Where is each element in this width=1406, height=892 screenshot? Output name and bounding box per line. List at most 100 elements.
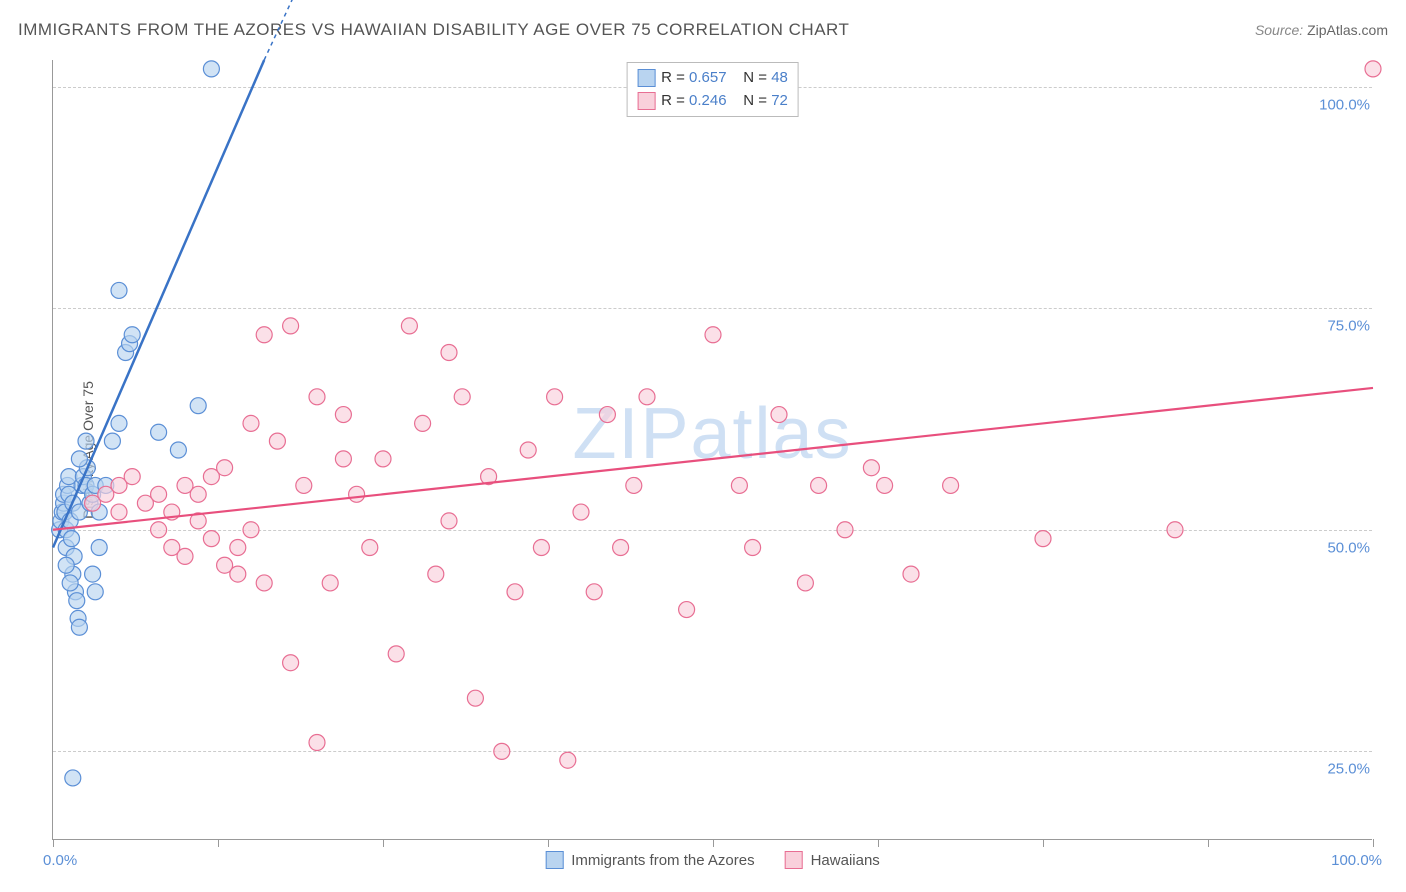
series-name-0: Immigrants from the Azores [571, 852, 754, 869]
data-point [63, 531, 79, 547]
x-axis-min-label: 0.0% [43, 852, 77, 869]
data-point [811, 477, 827, 493]
series-name-1: Hawaiians [811, 852, 880, 869]
data-point [111, 504, 127, 520]
data-point [1365, 61, 1381, 77]
legend-swatch-1 [637, 92, 655, 110]
data-point [467, 690, 483, 706]
source-label: Source: ZipAtlas.com [1255, 22, 1388, 38]
trend-line [53, 60, 264, 548]
data-point [71, 451, 87, 467]
data-point [283, 318, 299, 334]
legend-r-1: R = 0.246 N = 72 [661, 90, 788, 113]
data-point [1035, 531, 1051, 547]
data-point [507, 584, 523, 600]
data-point [151, 486, 167, 502]
data-point [494, 743, 510, 759]
data-point [797, 575, 813, 591]
data-point [170, 442, 186, 458]
data-point [124, 469, 140, 485]
data-point [639, 389, 655, 405]
data-point [190, 398, 206, 414]
data-point [401, 318, 417, 334]
data-point [111, 282, 127, 298]
data-point [335, 451, 351, 467]
data-point [58, 557, 74, 573]
trend-line [53, 388, 1373, 530]
series-legend-item-1: Hawaiians [785, 851, 880, 869]
data-point [190, 486, 206, 502]
data-point [573, 504, 589, 520]
data-point [243, 522, 259, 538]
data-point [151, 424, 167, 440]
legend-row-series-1: R = 0.246 N = 72 [637, 90, 788, 113]
data-point [533, 540, 549, 556]
data-point [124, 327, 140, 343]
series-legend: Immigrants from the Azores Hawaiians [545, 851, 880, 869]
data-point [547, 389, 563, 405]
data-point [943, 477, 959, 493]
data-point [322, 575, 338, 591]
plot-area: Disability Age Over 75 ZIPatlas 25.0%50.… [52, 60, 1372, 840]
data-point [586, 584, 602, 600]
data-point [111, 415, 127, 431]
data-point [177, 548, 193, 564]
series-legend-item-0: Immigrants from the Azores [545, 851, 754, 869]
data-point [771, 407, 787, 423]
data-point [217, 460, 233, 476]
x-axis-max-label: 100.0% [1331, 852, 1382, 869]
data-point [91, 540, 107, 556]
legend-r-0: R = 0.657 N = 48 [661, 67, 788, 90]
data-point [441, 513, 457, 529]
data-point [78, 433, 94, 449]
data-point [309, 389, 325, 405]
data-point [203, 531, 219, 547]
data-point [256, 575, 272, 591]
data-point [296, 477, 312, 493]
data-point [309, 735, 325, 751]
chart-title: IMMIGRANTS FROM THE AZORES VS HAWAIIAN D… [18, 20, 849, 40]
data-point [69, 593, 85, 609]
data-point [230, 540, 246, 556]
data-point [62, 575, 78, 591]
correlation-legend: R = 0.657 N = 48 R = 0.246 N = 72 [626, 62, 799, 117]
data-point [362, 540, 378, 556]
data-point [679, 602, 695, 618]
data-point [520, 442, 536, 458]
data-point [1167, 522, 1183, 538]
data-point [837, 522, 853, 538]
data-point [454, 389, 470, 405]
data-point [415, 415, 431, 431]
scatter-plot-svg [53, 60, 1372, 839]
data-point [375, 451, 391, 467]
legend-row-series-0: R = 0.657 N = 48 [637, 67, 788, 90]
series-swatch-1 [785, 851, 803, 869]
data-point [626, 477, 642, 493]
data-point [243, 415, 259, 431]
data-point [283, 655, 299, 671]
data-point [613, 540, 629, 556]
data-point [256, 327, 272, 343]
data-point [230, 566, 246, 582]
data-point [65, 770, 81, 786]
data-point [85, 566, 101, 582]
source-value: ZipAtlas.com [1307, 22, 1388, 38]
data-point [731, 477, 747, 493]
data-point [441, 345, 457, 361]
source-prefix: Source: [1255, 22, 1303, 38]
data-point [335, 407, 351, 423]
data-point [203, 61, 219, 77]
data-point [877, 477, 893, 493]
data-point [388, 646, 404, 662]
legend-swatch-0 [637, 69, 655, 87]
data-point [428, 566, 444, 582]
data-point [903, 566, 919, 582]
data-point [104, 433, 120, 449]
data-point [71, 619, 87, 635]
data-point [599, 407, 615, 423]
data-point [745, 540, 761, 556]
data-point [349, 486, 365, 502]
chart-container: IMMIGRANTS FROM THE AZORES VS HAWAIIAN D… [0, 0, 1406, 892]
data-point [269, 433, 285, 449]
data-point [705, 327, 721, 343]
